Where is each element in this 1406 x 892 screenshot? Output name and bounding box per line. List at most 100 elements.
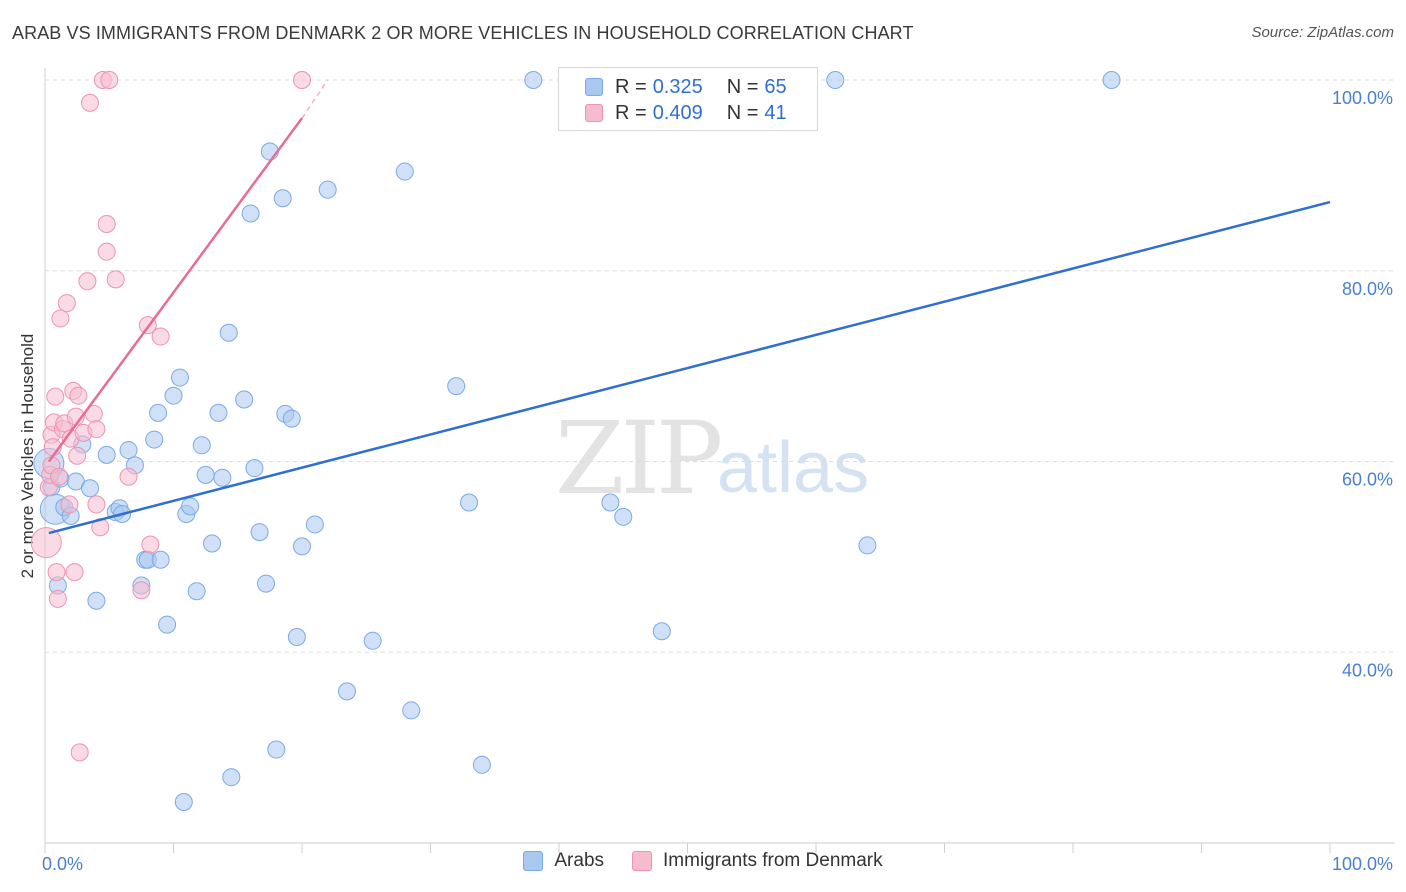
data-point xyxy=(132,581,151,600)
data-point xyxy=(222,768,241,787)
data-point xyxy=(257,574,276,593)
data-point xyxy=(97,242,116,261)
y-tick-label: 80.0% xyxy=(1342,279,1393,299)
data-point xyxy=(97,445,116,464)
r-value: 0.325 xyxy=(652,75,703,98)
data-point xyxy=(151,327,170,346)
data-point xyxy=(145,430,164,449)
data-point xyxy=(196,465,215,484)
data-point xyxy=(187,582,206,601)
source-credit: Source: ZipAtlas.com xyxy=(1251,24,1394,41)
arabs-legend-swatch xyxy=(523,851,544,871)
stats-legend-row-denmark: R = 0.409 N = 41 xyxy=(559,99,787,127)
data-point xyxy=(181,497,200,516)
data-point xyxy=(652,622,671,641)
data-point xyxy=(164,386,183,405)
data-point xyxy=(47,563,66,582)
data-point xyxy=(402,701,421,720)
data-point xyxy=(87,495,106,514)
data-point xyxy=(100,71,119,89)
x-tick-label: 0.0% xyxy=(42,854,83,874)
denmark-swatch xyxy=(585,104,603,122)
series-denmark xyxy=(30,71,311,762)
data-point xyxy=(174,792,193,811)
data-point xyxy=(447,377,466,396)
data-point xyxy=(151,550,170,569)
n-label: N = xyxy=(726,75,759,98)
data-point xyxy=(282,409,301,428)
data-point xyxy=(460,493,479,512)
trend-line-arabs xyxy=(48,200,1331,535)
data-point xyxy=(273,189,292,208)
data-point xyxy=(80,93,99,112)
legend-label-arabs: Arabs xyxy=(554,850,605,871)
data-point xyxy=(65,563,84,582)
data-point xyxy=(235,390,254,409)
data-point xyxy=(395,162,414,181)
data-point xyxy=(57,294,76,313)
data-point xyxy=(60,495,79,514)
n-label: N = xyxy=(726,101,759,124)
data-point xyxy=(293,71,311,89)
data-point xyxy=(524,71,543,89)
data-point xyxy=(219,323,238,342)
legend-item-denmark[interactable]: Immigrants from Denmark xyxy=(632,850,883,872)
data-point xyxy=(149,403,168,422)
y-tick-label: 100.0% xyxy=(1332,88,1393,108)
arabs-swatch xyxy=(585,78,603,96)
data-point xyxy=(70,743,89,762)
watermark-zip: ZIP xyxy=(555,400,723,517)
legend-label-denmark: Immigrants from Denmark xyxy=(663,850,883,871)
data-point xyxy=(337,682,356,701)
data-point xyxy=(472,755,491,774)
data-point xyxy=(1102,71,1121,89)
data-point xyxy=(318,180,337,199)
data-point xyxy=(267,740,286,759)
data-point xyxy=(141,535,160,554)
trend-line-denmark-extension xyxy=(301,79,329,119)
data-point xyxy=(87,591,106,610)
data-point xyxy=(119,441,138,460)
data-point xyxy=(858,536,877,555)
data-point xyxy=(601,493,620,512)
data-point xyxy=(241,204,260,223)
y-tick-label: 40.0% xyxy=(1342,660,1393,680)
trend-line-denmark xyxy=(47,117,304,463)
data-point xyxy=(245,459,264,478)
data-point xyxy=(119,467,138,486)
data-point xyxy=(48,589,67,608)
series-legend: Arabs Immigrants from Denmark xyxy=(0,850,1406,872)
data-point xyxy=(106,270,125,289)
data-point xyxy=(51,309,70,328)
data-point xyxy=(69,386,88,405)
data-point xyxy=(614,507,633,526)
stats-legend: R = 0.325 N = 65 R = 0.409 N = 41 xyxy=(558,67,818,131)
x-tick-label: 100.0% xyxy=(1332,854,1393,874)
data-point xyxy=(305,515,324,534)
r-label: R = xyxy=(615,101,647,124)
data-point xyxy=(192,436,211,455)
data-point xyxy=(203,534,222,553)
n-value: 41 xyxy=(764,101,787,124)
data-point xyxy=(826,71,845,89)
data-point xyxy=(363,631,382,650)
data-point xyxy=(46,387,65,406)
data-point xyxy=(50,467,69,486)
data-point xyxy=(293,537,311,556)
watermark-atlas: atlas xyxy=(717,428,870,508)
series-arabs xyxy=(33,71,1121,811)
data-point xyxy=(158,615,177,634)
data-point xyxy=(80,479,99,498)
data-point xyxy=(170,368,189,387)
data-point xyxy=(213,468,232,487)
y-tick-label: 60.0% xyxy=(1342,470,1393,490)
r-value: 0.409 xyxy=(652,101,703,124)
chart-title: ARAB VS IMMIGRANTS FROM DENMARK 2 OR MOR… xyxy=(12,23,914,43)
legend-item-arabs[interactable]: Arabs xyxy=(523,850,604,872)
data-point xyxy=(209,403,228,422)
data-point xyxy=(287,627,306,646)
n-value: 65 xyxy=(764,75,787,98)
data-point xyxy=(250,523,269,542)
data-point xyxy=(260,142,279,161)
